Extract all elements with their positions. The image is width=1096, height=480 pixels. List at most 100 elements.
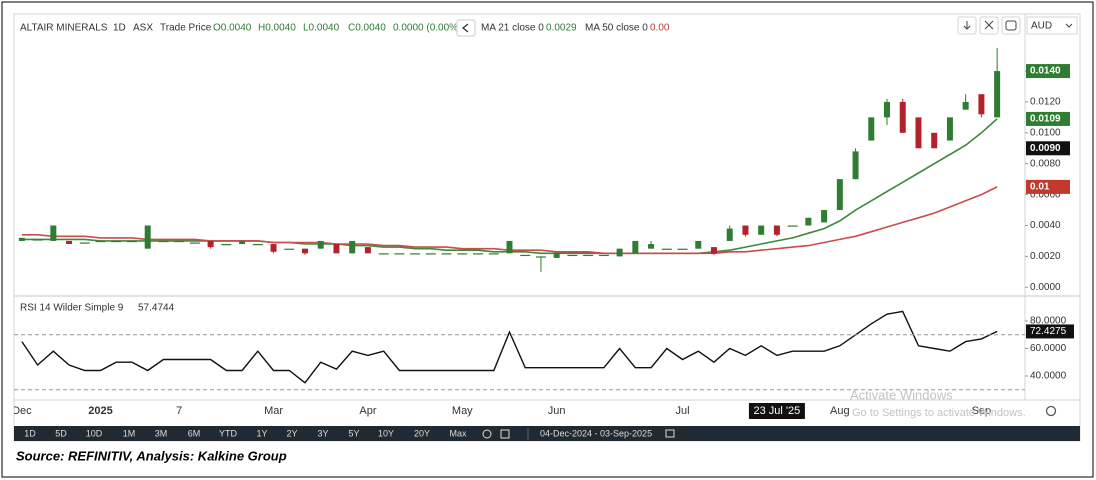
ma50-legend: MA 50 close 0 (585, 23, 648, 34)
price-label: 0.0109 (1030, 114, 1061, 125)
candle-body (868, 117, 875, 141)
price-label-box (1026, 179, 1070, 194)
ohlc-low: L0.0040 (303, 23, 340, 34)
candle-body (457, 253, 468, 255)
x-tick-label: Jul (675, 405, 689, 417)
candle-body (946, 117, 953, 141)
toolbar-icon (500, 429, 510, 439)
candle-body (317, 240, 324, 249)
candle-body (189, 242, 200, 244)
ohlc-close: C0.0040 (348, 23, 386, 34)
y-tick-label: 0.0000 (1030, 282, 1061, 293)
candle-body (695, 240, 702, 249)
range-button[interactable]: 1M (123, 428, 136, 438)
candle-body (915, 117, 922, 149)
candle-body (239, 240, 246, 245)
range-button[interactable]: 10Y (378, 428, 394, 438)
candle-body (553, 253, 560, 258)
refresh-button[interactable] (1001, 16, 1021, 35)
toolbar-icon (482, 429, 492, 439)
range-button[interactable]: 10D (86, 428, 103, 438)
candle-body (787, 225, 798, 227)
candle-body (364, 247, 371, 254)
x-tick-label: Mar (264, 405, 283, 417)
currency-caret (1065, 23, 1073, 28)
candle-body (931, 132, 938, 149)
price-label-box (1026, 141, 1070, 156)
candle-body (616, 248, 623, 257)
candle-body (661, 248, 672, 250)
candle-body (284, 248, 295, 250)
candle-body (821, 210, 828, 223)
rsi-tick-label: 80.0000 (1030, 316, 1067, 327)
candle-body (899, 101, 906, 133)
range-button[interactable]: 5Y (348, 428, 359, 438)
x-tick-label: 7 (176, 405, 182, 417)
candle-body (677, 248, 688, 250)
candle-body (994, 71, 1001, 118)
crosshair-x-box (748, 403, 805, 419)
candle-body (710, 247, 717, 254)
candle-body (506, 240, 513, 254)
expand-icon (984, 20, 994, 30)
range-button[interactable]: 2Y (286, 428, 297, 438)
range-button[interactable]: Max (449, 428, 467, 438)
crosshair-x-label: 23 Jul '25 (754, 405, 801, 417)
range-button[interactable]: 6M (188, 428, 201, 438)
candle-body (726, 228, 733, 241)
watermark: Activate Windows (850, 387, 953, 402)
price-label-box (1026, 111, 1070, 126)
collapse-button[interactable] (456, 19, 476, 37)
x-tick-label: Jun (548, 405, 566, 417)
candle-body (583, 254, 594, 257)
range-button[interactable]: 5D (55, 428, 67, 438)
rsi-title-value: 57.4744 (138, 303, 175, 314)
range-button[interactable]: 1D (24, 428, 36, 438)
candle-body (410, 253, 421, 255)
download-icon (963, 21, 971, 30)
x-tick-label: Sep (972, 405, 992, 417)
interval: 1D (113, 23, 126, 34)
candle-body (632, 240, 639, 254)
rsi-line (21, 310, 998, 384)
currency-select[interactable] (1026, 16, 1078, 35)
y-tick-label: 0.0120 (1030, 97, 1061, 108)
candle-body (441, 253, 452, 255)
range-button[interactable]: YTD (219, 428, 238, 438)
candle-body (349, 240, 356, 254)
candle-body (32, 239, 43, 241)
candle-body (18, 237, 25, 241)
price-label-box (1026, 64, 1070, 79)
candle-body (270, 244, 277, 252)
toolbar (14, 426, 1080, 441)
rsi-tick-label: 60.0000 (1030, 343, 1067, 354)
date-range: 04-Dec-2024 - 03-Sep-2025 (540, 428, 652, 438)
x-tick-label: 2025 (88, 405, 112, 417)
candle-body (742, 225, 749, 235)
range-button[interactable]: 3M (155, 428, 168, 438)
y-tick-label: 0.0020 (1030, 251, 1061, 262)
range-button[interactable]: 1Y (256, 428, 267, 438)
candle-body (221, 244, 232, 246)
settings-icon[interactable] (1045, 405, 1057, 417)
candle-body (111, 240, 122, 243)
ma21-legend: MA 21 close 0 (481, 23, 544, 34)
candle-body (333, 244, 340, 254)
range-button[interactable]: 20Y (414, 428, 430, 438)
range-button[interactable]: 3Y (317, 428, 328, 438)
candle-body (425, 253, 436, 255)
candle-body (978, 94, 985, 115)
x-tick-label: Aug (830, 405, 850, 417)
candle-body (805, 217, 812, 226)
candle-body (535, 256, 546, 258)
candle-body (66, 240, 73, 245)
candle-body (852, 151, 859, 180)
rsi-tick-label: 40.0000 (1030, 371, 1067, 382)
calendar-icon[interactable] (665, 429, 675, 438)
rsi-title: RSI 14 Wilder Simple 9 (20, 303, 124, 314)
candle-body (598, 254, 609, 257)
candle-body (648, 244, 655, 249)
candle-body (302, 248, 309, 254)
price-label: 0.0090 (1030, 143, 1061, 154)
candle-body (207, 240, 214, 248)
